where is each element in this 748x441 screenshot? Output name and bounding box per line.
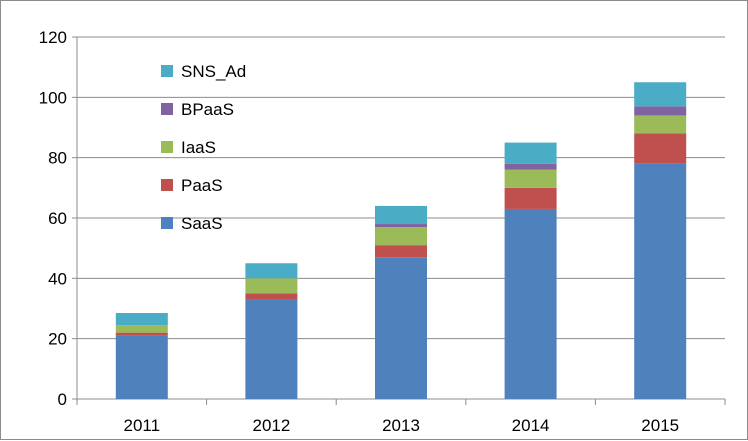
bar-iaas-2015: [634, 115, 687, 134]
bar-saas-2014: [504, 208, 557, 399]
y-tick-label: 120: [39, 28, 67, 47]
x-tick-label: 2011: [124, 416, 161, 435]
bars: [115, 82, 687, 399]
legend-swatch: [161, 179, 173, 191]
bar-paas-2011: [115, 332, 168, 336]
legend-label: IaaS: [181, 138, 216, 157]
bar-bpaas-2013: [375, 224, 427, 228]
x-tick-label: 2014: [512, 416, 550, 435]
bar-paas-2015: [634, 133, 687, 164]
tick-labels: 0 20 40 60 80 100 120 2011 2012 2013 2014 2015: [39, 28, 679, 435]
x-tick-label: 2012: [252, 416, 290, 435]
legend-swatch: [161, 217, 173, 229]
y-tick-label: 0: [58, 390, 67, 409]
bar-saas-2015: [634, 163, 687, 399]
bar-sns-ad-2012: [245, 263, 298, 279]
bar-sns-ad-2015: [634, 82, 687, 107]
legend-swatch: [161, 103, 173, 115]
bar-saas-2012: [245, 299, 298, 399]
y-tick-label: 80: [48, 149, 67, 168]
bar-paas-2013: [375, 245, 427, 258]
y-tick-label: 60: [48, 209, 67, 228]
x-tick-label: 2015: [641, 416, 679, 435]
y-tick-label: 40: [48, 269, 67, 288]
bar-iaas-2011: [115, 325, 168, 333]
x-tick-label: 2013: [382, 416, 420, 435]
bar-paas-2014: [504, 187, 557, 209]
bar-iaas-2012: [245, 278, 298, 294]
bar-bpaas-2015: [634, 106, 687, 116]
legend-label: BPaaS: [181, 100, 234, 119]
legend-swatch: [161, 65, 173, 77]
bar-paas-2012: [245, 293, 298, 300]
bar-sns-ad-2013: [375, 205, 427, 225]
bar-saas-2011: [115, 335, 168, 399]
legend: SNS_Ad BPaaS IaaS PaaS SaaS: [161, 62, 246, 233]
y-tick-label: 100: [39, 88, 67, 107]
legend-label: PaaS: [181, 176, 223, 195]
bar-sns-ad-2014: [504, 142, 557, 164]
bar-sns-ad-2011: [115, 313, 168, 326]
bar-iaas-2013: [375, 227, 427, 246]
legend-swatch: [161, 141, 173, 153]
bar-iaas-2014: [504, 169, 557, 188]
legend-label: SNS_Ad: [181, 62, 246, 81]
legend-label: SaaS: [181, 214, 223, 233]
y-tick-label: 20: [48, 330, 67, 349]
bar-saas-2013: [375, 257, 427, 399]
bar-bpaas-2014: [504, 163, 557, 170]
